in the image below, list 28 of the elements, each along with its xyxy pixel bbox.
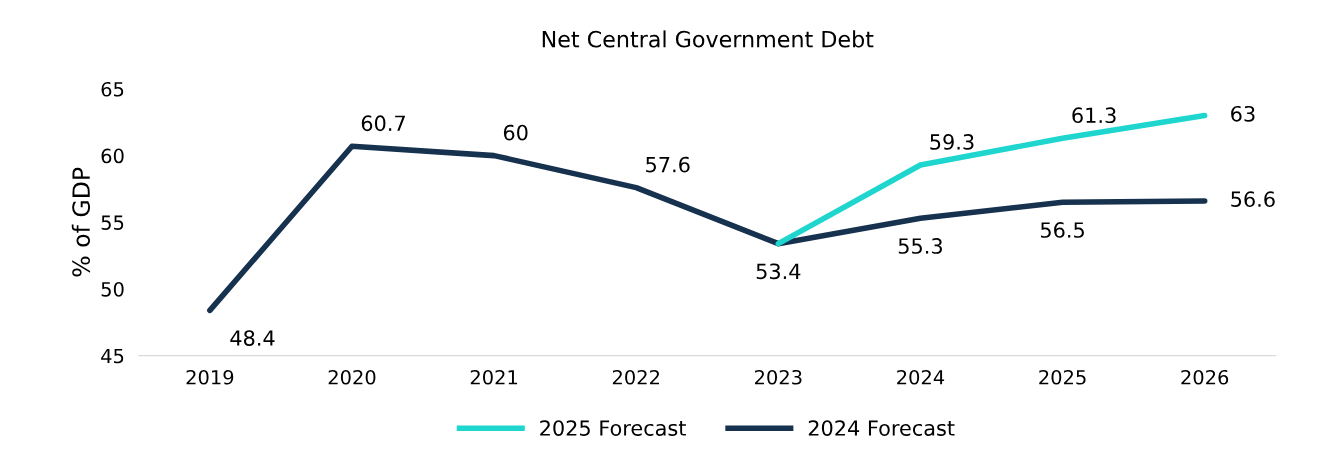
x-tick-label: 2021: [470, 369, 518, 385]
y-tick-label: 65: [101, 81, 124, 97]
x-tick-label: 2022: [612, 369, 660, 385]
data-label: 56.6: [1231, 191, 1275, 207]
x-tick-label: 2020: [328, 369, 376, 385]
data-label: 53.4: [756, 263, 801, 280]
data-label: 63: [1231, 105, 1255, 122]
x-tick-label: 2025: [1039, 369, 1086, 385]
data-label: 57.6: [646, 156, 690, 173]
data-label: 59.3: [930, 134, 974, 150]
chart-title: Net Central Government Debt: [542, 30, 874, 48]
data-label: 55.3: [898, 238, 942, 254]
y-tick-label: 50: [101, 281, 124, 297]
x-tick-label: 2023: [755, 369, 802, 385]
data-label: 56.5: [1040, 222, 1084, 238]
y-tick-label: 60: [101, 148, 124, 164]
x-tick-label: 2026: [1181, 369, 1229, 385]
data-label: 60: [503, 124, 528, 141]
legend-label: 2024 Forecast: [808, 420, 955, 436]
data-label: 60.7: [361, 115, 405, 132]
y-axis-title: % of GDP: [71, 167, 91, 277]
y-tick-label: 45: [101, 348, 124, 364]
data-label: 61.3: [1072, 107, 1116, 124]
legend-label: 2025 Forecast: [540, 420, 686, 436]
data-label: 48.4: [230, 330, 275, 346]
x-tick-label: 2019: [186, 369, 234, 385]
x-tick-label: 2024: [897, 369, 945, 385]
y-tick-label: 55: [101, 215, 124, 230]
